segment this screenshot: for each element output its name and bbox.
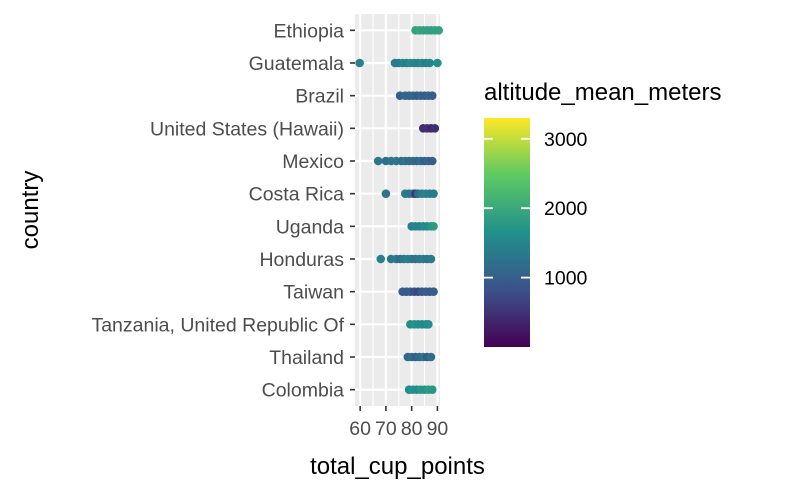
data-points (355, 26, 444, 394)
y-tick-label-tanzania-united-republic-of: Tanzania, United Republic Of (91, 314, 344, 336)
y-tick-label-brazil: Brazil (295, 86, 344, 108)
data-point (427, 385, 437, 394)
x-axis-title: total_cup_points (310, 453, 485, 480)
x-axis: 60 70 80 90 (349, 406, 448, 440)
y-tick-label-colombia: Colombia (262, 380, 345, 402)
legend-ticks: 1000 2000 3000 (484, 129, 588, 290)
legend-label-2000: 2000 (544, 198, 588, 220)
y-tick-label-costa-rica: Costa Rica (249, 184, 345, 206)
data-point (376, 254, 386, 264)
data-point (381, 189, 391, 198)
data-point (429, 287, 438, 296)
legend-label-1000: 1000 (544, 268, 588, 290)
y-tick-label-uganda: Uganda (276, 216, 344, 238)
data-point (355, 58, 364, 68)
legend-title: altitude_mean_meters (484, 79, 721, 106)
data-point (426, 254, 436, 264)
color-legend: altitude_mean_meters 1000 2000 3000 (484, 79, 721, 347)
y-axis-title: country (17, 171, 44, 250)
data-point (433, 58, 442, 68)
y-tick-label-guatemala: Guatemala (249, 53, 345, 75)
data-point (429, 189, 438, 198)
y-axis: Colombia Thailand Tanzania, United Republi… (91, 20, 355, 402)
data-point (434, 26, 444, 35)
y-tick-label-thailand: Thailand (269, 347, 344, 369)
y-tick-label-mexico: Mexico (282, 151, 344, 173)
y-tick-label-united-states-hawaii: United States (Hawaii) (150, 118, 344, 140)
x-tick-label-90: 90 (427, 418, 449, 440)
data-point (427, 91, 437, 100)
data-point (424, 320, 433, 329)
y-tick-label-ethiopia: Ethiopia (274, 20, 345, 42)
data-point (373, 156, 383, 166)
data-point (426, 352, 436, 362)
data-point (430, 124, 440, 133)
x-tick-label-60: 60 (349, 418, 371, 440)
x-tick-label-70: 70 (375, 418, 397, 440)
x-tick-label-80: 80 (401, 418, 423, 440)
data-point (427, 156, 437, 166)
y-tick-label-honduras: Honduras (259, 249, 344, 271)
y-tick-label-taiwan: Taiwan (283, 282, 344, 304)
plot-panel (355, 14, 440, 406)
legend-colorbar (484, 118, 530, 347)
legend-label-3000: 3000 (544, 129, 588, 151)
data-point (425, 58, 434, 68)
data-point (429, 222, 438, 231)
